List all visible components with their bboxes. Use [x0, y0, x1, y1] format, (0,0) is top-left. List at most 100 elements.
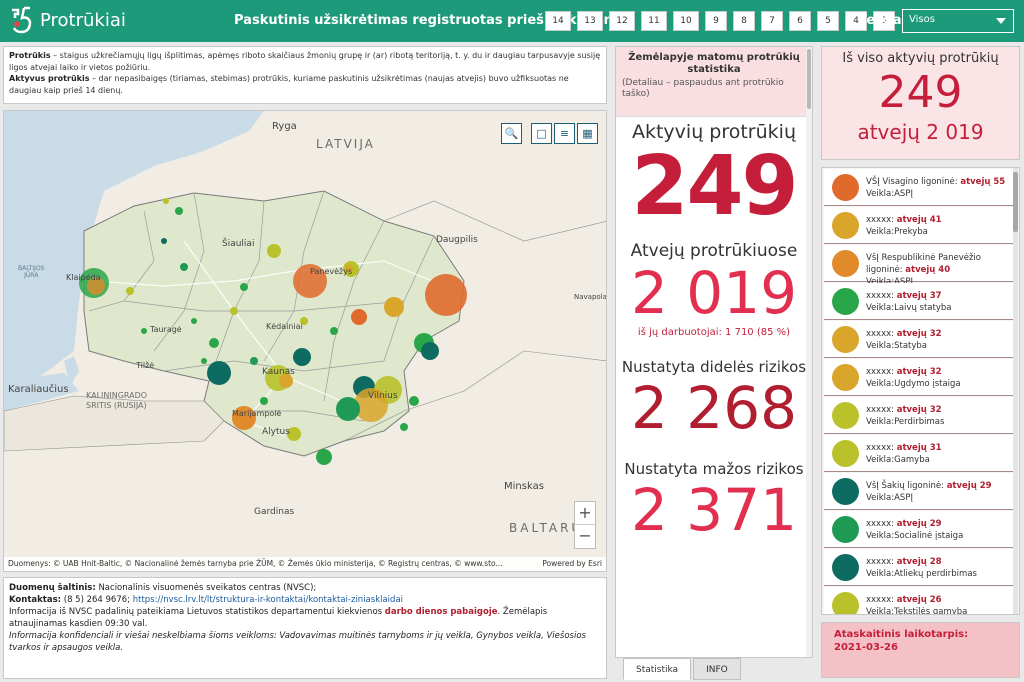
zoom-in-button[interactable]: + [575, 502, 595, 525]
source-text: Nacionalinis visuomenės sveikatos centra… [95, 583, 317, 593]
outbreak-dot-icon [832, 174, 859, 201]
list-item[interactable]: xxxxx: atvejų 32 Veikla:Perdirbimas [824, 397, 1013, 434]
bookmark-icon[interactable]: □ [531, 123, 552, 144]
outbreak-dot-icon [832, 440, 859, 467]
map-label-latvija: LATVIJA [316, 137, 375, 151]
list-item-cases: atvejų 32 [896, 405, 942, 415]
def-outbreak-text: – staigus užkrečiamųjų ligų išplitimas, … [9, 51, 601, 72]
veikla-selected-value: Visos [909, 14, 935, 25]
list-item[interactable]: xxxxx: atvejų 32 Veikla:Statyba [824, 321, 1013, 358]
confidential-note: Informacija konfidenciali ir viešai nesk… [9, 631, 586, 653]
day-button[interactable]: 5 [817, 11, 839, 31]
day-button[interactable]: 6 [789, 11, 811, 31]
list-scrollbar[interactable] [1013, 168, 1018, 614]
list-item-cases: atvejų 41 [896, 215, 942, 225]
stat-low-risk: Nustatyta mažos rizikos 2 371 [616, 460, 812, 542]
list-item[interactable]: VšĮ Šakių ligoninė: atvejų 29 Veikla:ASPĮ [824, 473, 1013, 510]
stat-cases-label: Atvejų protrūkiuose [630, 241, 798, 261]
list-item-name: VŠĮ Visagino ligoninė: [866, 177, 961, 187]
period-label: Ataskaitinis laikotarpis: [834, 629, 969, 640]
list-item-text: xxxxx: atvejų 26 Veikla:Tekstilės gamyba [866, 594, 1011, 614]
map-view[interactable]: Ryga LATVIJA Daugpilis BALTIJOS JŪRA Klai… [3, 110, 607, 572]
stats-header-subtitle: (Detaliau – paspaudus ant protrūkio tašk… [622, 78, 784, 99]
tab-statistika[interactable]: Statistika [623, 658, 692, 680]
outbreak-dot-icon [832, 212, 859, 239]
total-label: Iš viso aktyvių protrūkių [842, 51, 999, 66]
list-item-name: xxxxx: [866, 291, 897, 301]
total-cases: atvejų 2 019 [857, 120, 984, 144]
day-button[interactable]: 3 [873, 11, 895, 31]
stat-low-value: 2 371 [630, 476, 798, 544]
list-item-cases: atvejų 31 [896, 443, 942, 453]
day-button[interactable]: 11 [641, 11, 667, 31]
list-item-text: xxxxx: atvejų 28 Veikla:Atliekų perdirbim… [866, 556, 1011, 580]
list-item-name: xxxxx: [866, 329, 897, 339]
list-item[interactable]: xxxxx: atvejų 41 Veikla:Prekyba [824, 207, 1013, 244]
map-label-alytus: Alytus [262, 427, 290, 437]
day-button[interactable]: 8 [733, 11, 755, 31]
list-icon[interactable]: ≡ [554, 123, 575, 144]
source-label: Duomenų šaltinis: [9, 583, 96, 593]
veikla-select[interactable]: Visos [902, 9, 1014, 33]
days-filter-label: Paskutinis užsikrėtimas registruotas pri… [234, 13, 628, 28]
list-item[interactable]: xxxxx: atvejų 29 Veikla:Socialinė įstaiga [824, 511, 1013, 548]
map-label-siauliai: Šiauliai [222, 239, 255, 249]
list-item[interactable]: xxxxx: atvejų 26 Veikla:Tekstilės gamyba [824, 587, 1013, 614]
map-attribution: Duomenys: © UAB Hnit-Baltic, © Nacionali… [4, 557, 606, 571]
map-canvas[interactable] [4, 111, 607, 572]
list-item-veikla: Veikla:Gamyba [866, 455, 930, 465]
qr-code-icon[interactable]: ▦ [577, 123, 598, 144]
veikla-label: Veikla: [857, 13, 907, 28]
map-label-gardinas: Gardinas [254, 507, 295, 517]
list-item-cases: atvejų 40 [905, 265, 951, 275]
def-active-term: Aktyvus protrūkis [9, 74, 90, 83]
stats-tabs: Statistika INFO [623, 658, 741, 680]
day-button[interactable]: 7 [761, 11, 783, 31]
outbreak-list-items: VŠĮ Visagino ligoninė: atvejų 55 Veikla:A… [822, 169, 1019, 614]
list-item-name: VšĮ Respublikinė Panevėžio ligoninė: [866, 253, 981, 275]
list-item-text: xxxxx: atvejų 37 Veikla:Laivų statyba [866, 290, 1011, 314]
contact-link[interactable]: https://nvsc.lrv.lt/lt/struktura-ir-kont… [132, 595, 404, 605]
list-item[interactable]: xxxxx: atvejų 28 Veikla:Atliekų perdirbim… [824, 549, 1013, 586]
stat-active: Aktyvių protrūkių 249 [616, 121, 812, 231]
list-item-name: xxxxx: [866, 443, 897, 453]
list-item-text: xxxxx: atvejų 31 Veikla:Gamyba [866, 442, 1011, 466]
day-button[interactable]: 10 [673, 11, 699, 31]
list-item-text: VšĮ Šakių ligoninė: atvejų 29 Veikla:ASPĮ [866, 480, 1011, 504]
stat-workers: iš jų darbuotojai: 1 710 (85 %) [637, 327, 791, 338]
stats-scrollbar[interactable] [806, 47, 812, 657]
stat-cases: Atvejų protrūkiuose 2 019 iš jų darbuoto… [616, 241, 812, 338]
stats-header-title: Žemėlapyje matomų protrūkių statistika [628, 52, 800, 75]
map-label-daugpilis: Daugpilis [436, 235, 478, 245]
map-label-baltijos-jura: BALTIJOS JŪRA [18, 265, 45, 279]
day-button[interactable]: 13 [577, 11, 603, 31]
day-button[interactable]: 14 [545, 11, 571, 31]
map-label-marijampole: Marijampolė [232, 409, 282, 418]
list-item-veikla: Veikla:Prekyba [866, 227, 928, 237]
outbreak-dot-icon [832, 326, 859, 353]
day-button[interactable]: 9 [705, 11, 727, 31]
list-item[interactable]: VšĮ Respublikinė Panevėžio ligoninė: atv… [824, 245, 1013, 287]
day-button[interactable]: 4 [845, 11, 867, 31]
source-panel: Duomenų šaltinis: Nacionalinis visuomenė… [3, 577, 607, 679]
list-item[interactable]: VŠĮ Visagino ligoninė: atvejų 55 Veikla:A… [824, 169, 1013, 206]
stats-header: Žemėlapyje matomų protrūkių statistika (… [616, 47, 812, 117]
search-icon[interactable]: 🔍 [501, 123, 522, 144]
zoom-out-button[interactable]: − [578, 526, 592, 545]
outbreak-dot-icon [832, 478, 859, 505]
powered-by-esri[interactable]: Powered by Esri [542, 559, 602, 568]
list-item-name: xxxxx: [866, 595, 897, 605]
tab-info[interactable]: INFO [693, 658, 741, 680]
list-item[interactable]: xxxxx: atvejų 37 Veikla:Laivų statyba [824, 283, 1013, 320]
map-label-ryga: Ryga [272, 121, 297, 132]
list-item-cases: atvejų 55 [960, 177, 1006, 187]
list-item-veikla: Veikla:Laivų statyba [866, 303, 952, 313]
attribution-text: Duomenys: © UAB Hnit-Baltic, © Nacionali… [8, 559, 503, 568]
map-label-kedainiai: Kėdainiai [266, 322, 303, 331]
list-item[interactable]: xxxxx: atvejų 32 Veikla:Ugdymo įstaiga [824, 359, 1013, 396]
list-item-name: xxxxx: [866, 367, 897, 377]
list-item-veikla: Veikla:Socialinė įstaiga [866, 531, 964, 541]
map-label-minskas: Minskas [504, 481, 544, 492]
list-item[interactable]: xxxxx: atvejų 31 Veikla:Gamyba [824, 435, 1013, 472]
day-button[interactable]: 12 [609, 11, 635, 31]
